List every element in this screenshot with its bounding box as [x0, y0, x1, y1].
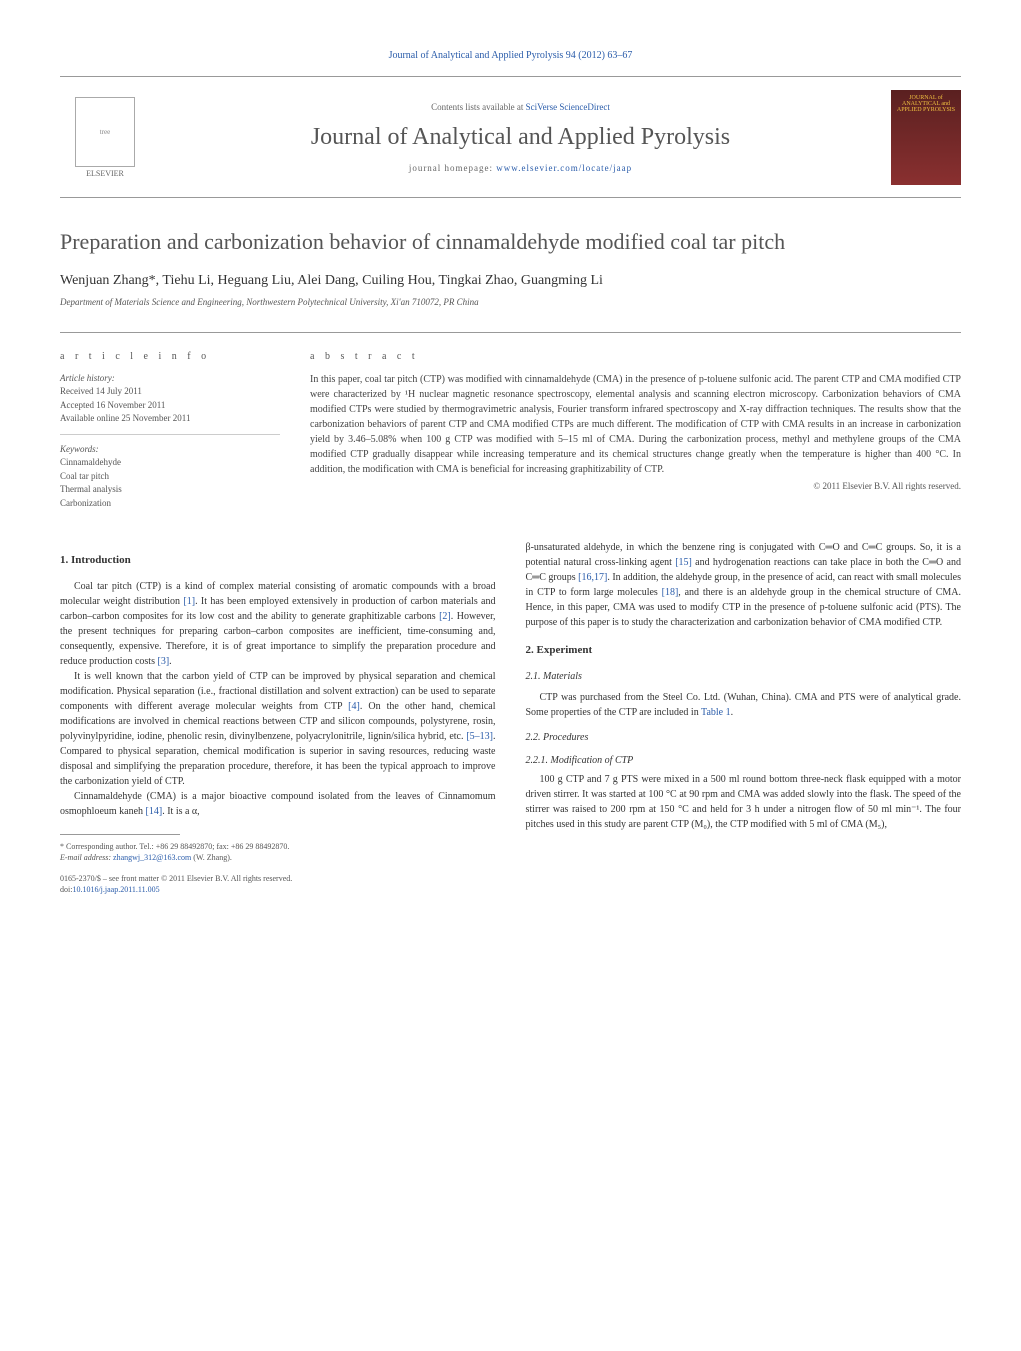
- right-column: β-unsaturated aldehyde, in which the ben…: [526, 540, 962, 895]
- col2-paragraph-1: β-unsaturated aldehyde, in which the ben…: [526, 540, 962, 630]
- sciencedirect-link[interactable]: SciVerse ScienceDirect: [526, 102, 610, 112]
- ref-link[interactable]: [15]: [675, 557, 692, 568]
- intro-paragraph-2: It is well known that the carbon yield o…: [60, 669, 496, 789]
- ref-link[interactable]: [18]: [662, 587, 679, 598]
- ref-link[interactable]: [2]: [439, 611, 451, 622]
- homepage-line: journal homepage: www.elsevier.com/locat…: [150, 163, 891, 173]
- journal-reference: Journal of Analytical and Applied Pyroly…: [60, 50, 961, 61]
- journal-cover-thumbnail: JOURNAL of ANALYTICAL and APPLIED PYROLY…: [891, 90, 961, 185]
- article-title: Preparation and carbonization behavior o…: [60, 228, 961, 257]
- body-columns: 1. Introduction Coal tar pitch (CTP) is …: [60, 540, 961, 895]
- journal-ref-link[interactable]: Journal of Analytical and Applied Pyroly…: [389, 50, 633, 61]
- received-date: Received 14 July 2011: [60, 385, 280, 399]
- section-intro-heading: 1. Introduction: [60, 552, 496, 569]
- section-experiment-heading: 2. Experiment: [526, 642, 962, 659]
- table-ref-link[interactable]: Table 1: [701, 707, 731, 718]
- article-info-heading: a r t i c l e i n f o: [60, 351, 280, 362]
- accepted-date: Accepted 16 November 2011: [60, 399, 280, 413]
- journal-header: tree ELSEVIER Contents lists available a…: [60, 76, 961, 198]
- publisher-name: ELSEVIER: [86, 169, 124, 178]
- ref-link[interactable]: [3]: [157, 656, 169, 667]
- header-center: Contents lists available at SciVerse Sci…: [150, 102, 891, 173]
- ref-link[interactable]: [16,17]: [578, 572, 607, 583]
- ref-link[interactable]: [5–13]: [466, 731, 493, 742]
- keyword: Cinnamaldehyde: [60, 456, 280, 470]
- abstract-heading: a b s t r a c t: [310, 351, 961, 362]
- article-info: a r t i c l e i n f o Article history: R…: [60, 351, 280, 511]
- keywords-label: Keywords:: [60, 443, 280, 457]
- materials-paragraph: CTP was purchased from the Steel Co. Ltd…: [526, 690, 962, 720]
- modification-paragraph: 100 g CTP and 7 g PTS were mixed in a 50…: [526, 772, 962, 832]
- affiliation: Department of Materials Science and Engi…: [60, 297, 961, 307]
- ref-link[interactable]: [14]: [146, 806, 163, 817]
- intro-paragraph-1: Coal tar pitch (CTP) is a kind of comple…: [60, 579, 496, 669]
- copyright-line: © 2011 Elsevier B.V. All rights reserved…: [310, 481, 961, 491]
- keyword: Coal tar pitch: [60, 470, 280, 484]
- subsection-procedures-heading: 2.2. Procedures: [526, 730, 962, 745]
- info-abstract-row: a r t i c l e i n f o Article history: R…: [60, 332, 961, 511]
- subsubsection-modification-heading: 2.2.1. Modification of CTP: [526, 753, 962, 768]
- homepage-link[interactable]: www.elsevier.com/locate/jaap: [496, 163, 632, 173]
- abstract-text: In this paper, coal tar pitch (CTP) was …: [310, 372, 961, 477]
- contents-line: Contents lists available at SciVerse Sci…: [150, 102, 891, 112]
- keyword: Thermal analysis: [60, 483, 280, 497]
- intro-paragraph-3: Cinnamaldehyde (CMA) is a major bioactiv…: [60, 789, 496, 819]
- history-label: Article history:: [60, 372, 280, 386]
- subsection-materials-heading: 2.1. Materials: [526, 669, 962, 684]
- keyword: Carbonization: [60, 497, 280, 511]
- bottom-metadata: 0165-2370/$ – see front matter © 2011 El…: [60, 873, 496, 895]
- left-column: 1. Introduction Coal tar pitch (CTP) is …: [60, 540, 496, 895]
- footnote-separator: [60, 834, 180, 835]
- journal-title: Journal of Analytical and Applied Pyroly…: [150, 124, 891, 151]
- abstract-section: a b s t r a c t In this paper, coal tar …: [310, 351, 961, 511]
- ref-link[interactable]: [1]: [183, 596, 195, 607]
- keywords-block: Keywords: Cinnamaldehyde Coal tar pitch …: [60, 443, 280, 511]
- authors-list: Wenjuan Zhang*, Tiehu Li, Heguang Liu, A…: [60, 273, 961, 289]
- doi-link[interactable]: 10.1016/j.jaap.2011.11.005: [72, 885, 159, 894]
- ref-link[interactable]: [4]: [348, 701, 360, 712]
- available-date: Available online 25 November 2011: [60, 412, 280, 426]
- email-link[interactable]: zhangwj_312@163.com: [113, 853, 191, 862]
- elsevier-tree-icon: tree: [75, 97, 135, 167]
- article-history: Article history: Received 14 July 2011 A…: [60, 372, 280, 435]
- publisher-logo: tree ELSEVIER: [60, 87, 150, 187]
- corresponding-author-footnote: * Corresponding author. Tel.: +86 29 884…: [60, 841, 496, 863]
